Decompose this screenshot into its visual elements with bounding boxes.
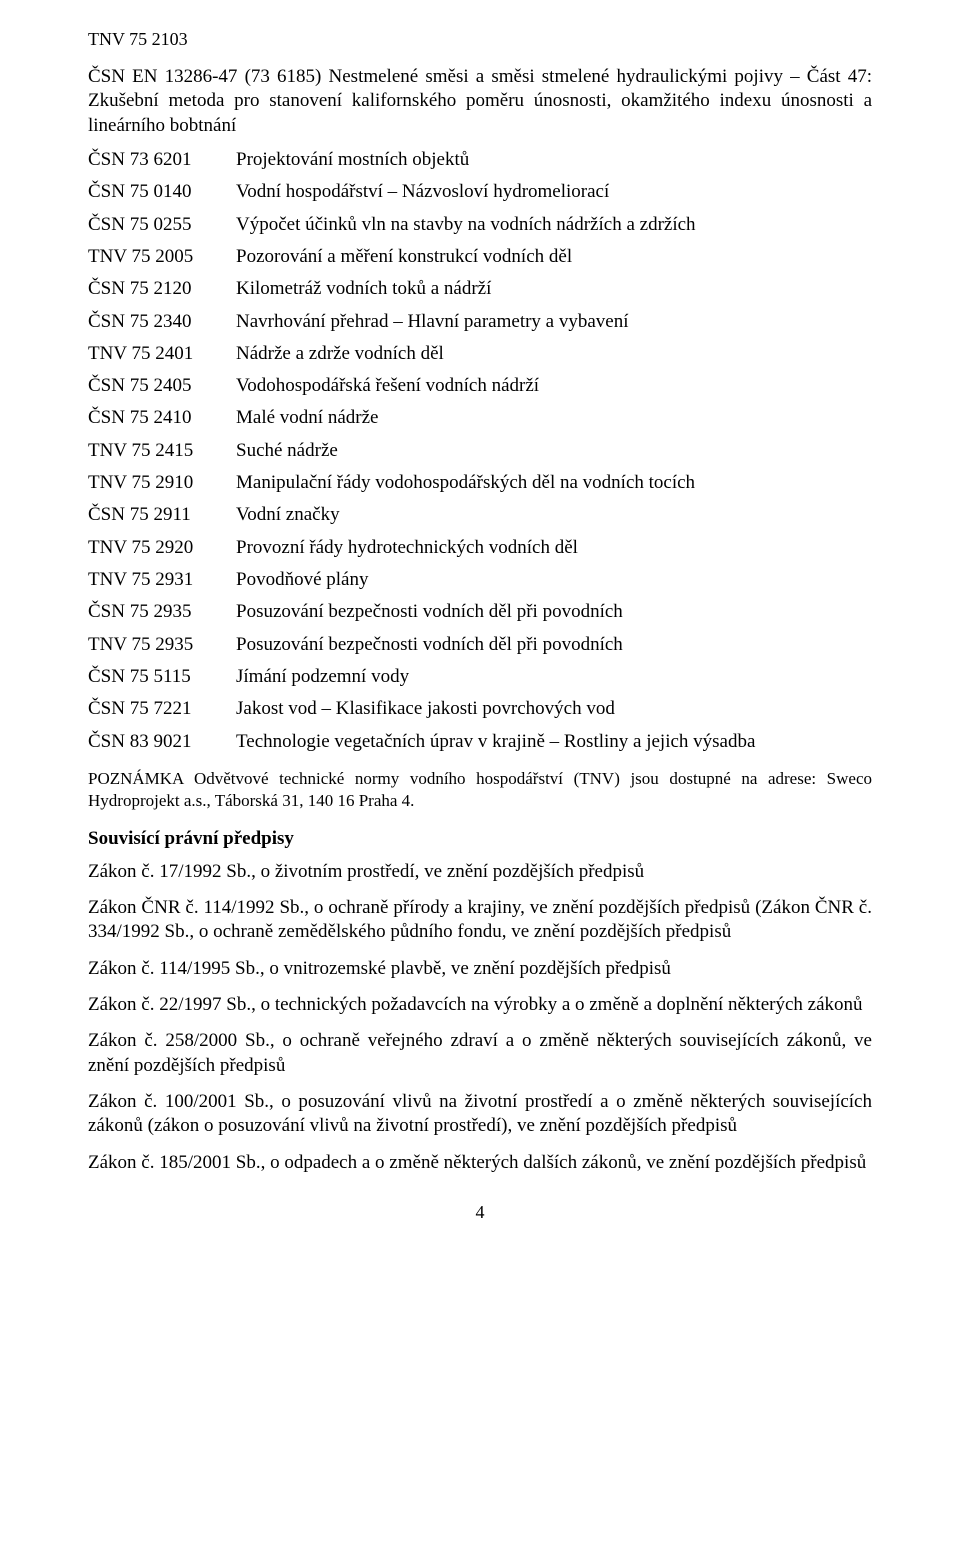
reference-row: ČSN 75 0140Vodní hospodářství – Názvoslo… [88, 178, 872, 210]
reference-code: TNV 75 2931 [88, 566, 236, 598]
reference-row: TNV 75 2910Manipulační řády vodohospodář… [88, 469, 872, 501]
section-heading: Souvisící právní předpisy [88, 827, 872, 851]
reference-title: Posuzování bezpečnosti vodních děl při p… [236, 631, 872, 663]
reference-code: TNV 75 2005 [88, 243, 236, 275]
reference-code: ČSN 73 6201 [88, 146, 236, 178]
reference-row: ČSN 75 2911Vodní značky [88, 501, 872, 533]
reference-code: ČSN 75 0140 [88, 178, 236, 210]
reference-code: ČSN 75 2935 [88, 598, 236, 630]
reference-title: Navrhování přehrad – Hlavní parametry a … [236, 308, 872, 340]
law-paragraph: Zákon č. 258/2000 Sb., o ochraně veřejné… [88, 1029, 872, 1078]
reference-code: TNV 75 2920 [88, 534, 236, 566]
reference-row: TNV 75 2005Pozorování a měření konstrukc… [88, 243, 872, 275]
reference-code: ČSN 83 9021 [88, 728, 236, 760]
reference-row: TNV 75 2920Provozní řády hydrotechnickýc… [88, 534, 872, 566]
reference-row: ČSN 75 0255Výpočet účinků vln na stavby … [88, 211, 872, 243]
reference-code: ČSN 75 2340 [88, 308, 236, 340]
reference-title: Malé vodní nádrže [236, 404, 872, 436]
reference-row: ČSN 83 9021Technologie vegetačních úprav… [88, 728, 872, 760]
reference-title: Jakost vod – Klasifikace jakosti povrcho… [236, 695, 872, 727]
reference-code: ČSN 75 7221 [88, 695, 236, 727]
law-paragraph: Zákon č. 22/1997 Sb., o technických poža… [88, 993, 872, 1017]
law-paragraph: Zákon č. 114/1995 Sb., o vnitrozemské pl… [88, 957, 872, 981]
reference-row: ČSN 75 2410Malé vodní nádrže [88, 404, 872, 436]
reference-title: Kilometráž vodních toků a nádrží [236, 275, 872, 307]
reference-title: Suché nádrže [236, 437, 872, 469]
reference-title: Povodňové plány [236, 566, 872, 598]
reference-code: TNV 75 2935 [88, 631, 236, 663]
reference-code: ČSN 75 2911 [88, 501, 236, 533]
law-paragraph: Zákon ČNR č. 114/1992 Sb., o ochraně pří… [88, 896, 872, 945]
reference-row: ČSN 75 5115Jímání podzemní vody [88, 663, 872, 695]
reference-code: ČSN 75 5115 [88, 663, 236, 695]
doc-header: TNV 75 2103 [88, 28, 872, 51]
reference-title: Projektování mostních objektů [236, 146, 872, 178]
laws-container: Zákon č. 17/1992 Sb., o životním prostře… [88, 860, 872, 1175]
reference-row: TNV 75 2935Posuzování bezpečnosti vodníc… [88, 631, 872, 663]
reference-title: Výpočet účinků vln na stavby na vodních … [236, 211, 872, 243]
reference-row: ČSN 75 2935Posuzování bezpečnosti vodníc… [88, 598, 872, 630]
note-paragraph: POZNÁMKA Odvětvové technické normy vodní… [88, 768, 872, 812]
reference-row: ČSN 75 2120Kilometráž vodních toků a nád… [88, 275, 872, 307]
reference-row: ČSN 75 2405Vodohospodářská řešení vodníc… [88, 372, 872, 404]
reference-title: Nádrže a zdrže vodních děl [236, 340, 872, 372]
reference-title: Vodní hospodářství – Názvosloví hydromel… [236, 178, 872, 210]
reference-title: Pozorování a měření konstrukcí vodních d… [236, 243, 872, 275]
reference-title: Vodohospodářská řešení vodních nádrží [236, 372, 872, 404]
reference-row: ČSN 73 6201Projektování mostních objektů [88, 146, 872, 178]
reference-title: Technologie vegetačních úprav v krajině … [236, 728, 872, 760]
reference-title: Jímání podzemní vody [236, 663, 872, 695]
references-table: ČSN 73 6201Projektování mostních objektů… [88, 146, 872, 760]
reference-code: ČSN 75 2410 [88, 404, 236, 436]
reference-title: Vodní značky [236, 501, 872, 533]
reference-row: ČSN 75 2340Navrhování přehrad – Hlavní p… [88, 308, 872, 340]
reference-code: TNV 75 2910 [88, 469, 236, 501]
reference-code: TNV 75 2415 [88, 437, 236, 469]
law-paragraph: Zákon č. 100/2001 Sb., o posuzování vliv… [88, 1090, 872, 1139]
intro-paragraph: ČSN EN 13286-47 (73 6185) Nestmelené smě… [88, 65, 872, 138]
law-paragraph: Zákon č. 185/2001 Sb., o odpadech a o zm… [88, 1151, 872, 1175]
reference-title: Manipulační řády vodohospodářských děl n… [236, 469, 872, 501]
reference-row: TNV 75 2931Povodňové plány [88, 566, 872, 598]
reference-code: TNV 75 2401 [88, 340, 236, 372]
reference-title: Provozní řády hydrotechnických vodních d… [236, 534, 872, 566]
reference-row: ČSN 75 7221Jakost vod – Klasifikace jako… [88, 695, 872, 727]
reference-row: TNV 75 2415Suché nádrže [88, 437, 872, 469]
page-number: 4 [88, 1201, 872, 1224]
reference-row: TNV 75 2401Nádrže a zdrže vodních děl [88, 340, 872, 372]
reference-code: ČSN 75 0255 [88, 211, 236, 243]
reference-code: ČSN 75 2405 [88, 372, 236, 404]
law-paragraph: Zákon č. 17/1992 Sb., o životním prostře… [88, 860, 872, 884]
reference-code: ČSN 75 2120 [88, 275, 236, 307]
reference-title: Posuzování bezpečnosti vodních děl při p… [236, 598, 872, 630]
